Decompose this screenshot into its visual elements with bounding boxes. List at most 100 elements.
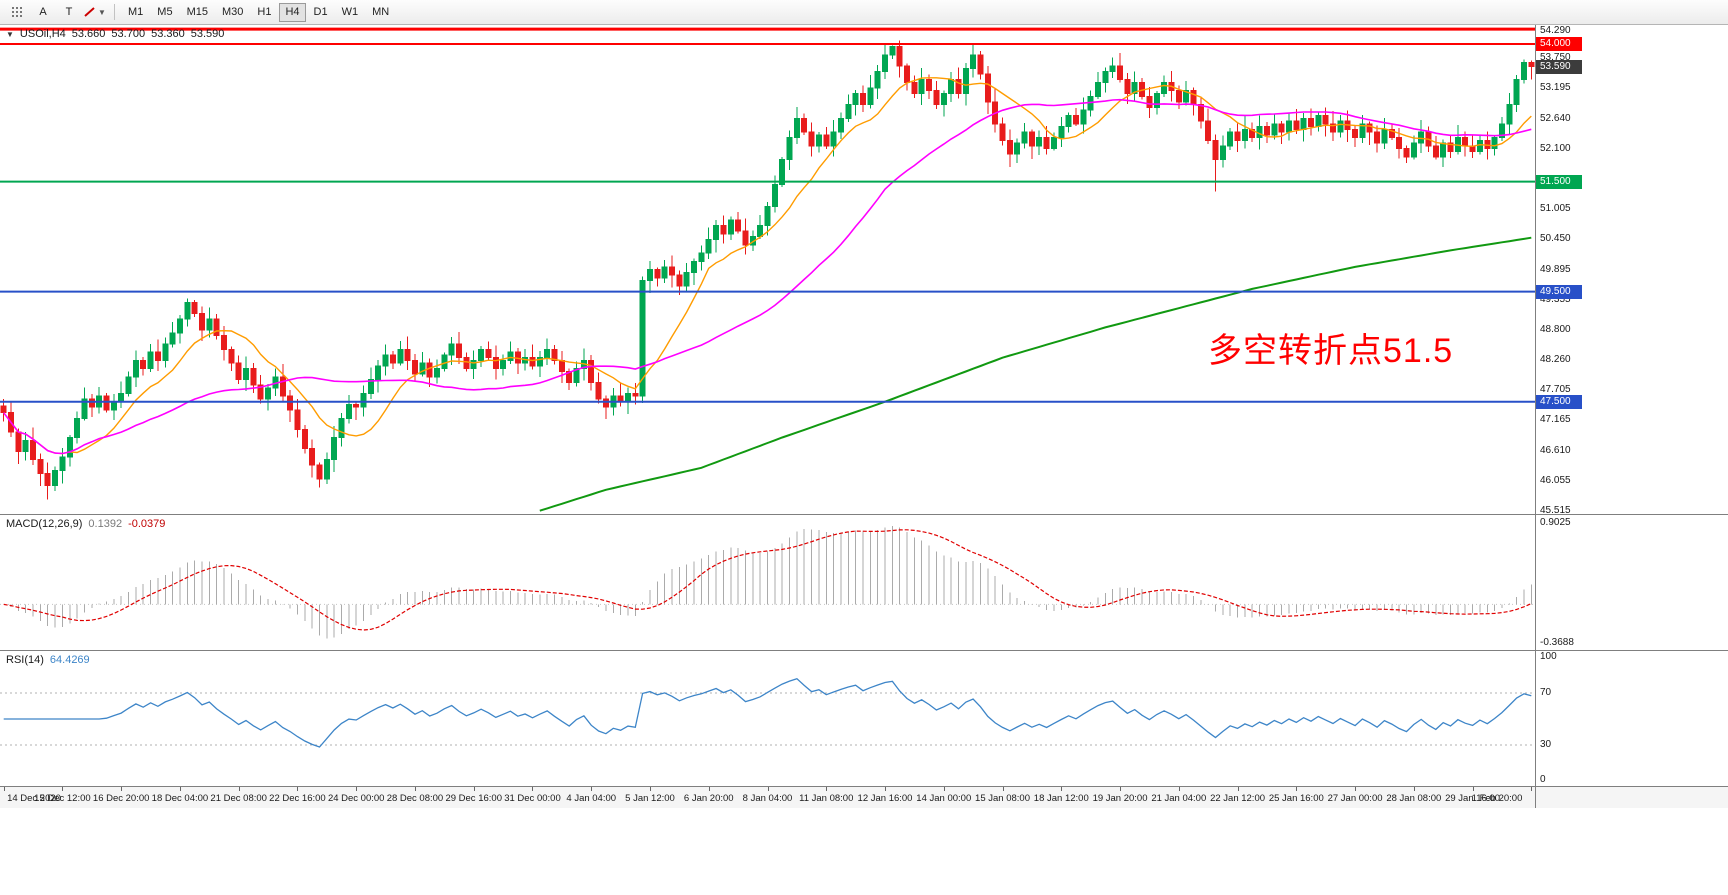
time-label: 16 Dec 20:00 (92, 793, 150, 804)
time-tick (885, 787, 886, 791)
time-tick (473, 787, 475, 791)
time-label: 28 Dec 08:00 (386, 793, 444, 804)
main-chart-panel: ▼ USOil,H4 53.660 53.700 53.360 53.590 多… (0, 25, 1728, 514)
main-chart-plot (0, 27, 1535, 512)
time-tick (3, 787, 5, 791)
time-label: 21 Dec 08:00 (210, 793, 267, 804)
time-tick (1120, 787, 1122, 791)
time-tick (532, 787, 534, 791)
time-tick (1178, 787, 1180, 791)
price-tick: 52.640 (1540, 112, 1571, 124)
time-label: 27 Jan 00:00 (1327, 793, 1383, 804)
timeframe-button-h1[interactable]: H1 (257, 5, 272, 18)
macd-scale-top: 0.9025 (1540, 517, 1571, 528)
time-label: 24 Dec 00:00 (327, 793, 385, 804)
price-tick: 47.705 (1540, 384, 1571, 396)
price-tick: 47.165 (1540, 414, 1571, 426)
rsi-tick: 30 (1540, 739, 1552, 750)
timeframe-button-m30[interactable]: M30 (221, 5, 244, 18)
time-tick (591, 787, 593, 791)
time-tick (414, 787, 416, 791)
price-badge-51.500: 51.500 (1536, 174, 1582, 189)
time-tick (1061, 787, 1063, 791)
time-label: 4 Jan 04:00 (566, 793, 617, 804)
macd-main-value: 0.1392 (88, 518, 123, 530)
grid-icon-glyph (11, 6, 22, 17)
timeframe-button-h4[interactable]: H4 (279, 2, 306, 22)
time-tick (649, 787, 651, 791)
time-label: 21 Jan 04:00 (1151, 793, 1207, 804)
time-tick (1002, 787, 1004, 791)
symbol-dropdown-icon[interactable]: ▼ (6, 29, 14, 39)
candles-layer (0, 40, 1535, 500)
rsi-panel: RSI(14) 64.4269 100 70 30 0 (0, 650, 1728, 786)
time-tick (1296, 787, 1298, 791)
timeframe-button-w1[interactable]: W1 (341, 5, 359, 18)
price-tick: 45.515 (1540, 505, 1571, 514)
chart-legend: ▼ USOil,H4 53.660 53.700 53.360 53.590 (6, 28, 224, 40)
time-label: 11 Jan 08:00 (799, 793, 854, 804)
timeframe-button-d1[interactable]: D1 (313, 5, 328, 18)
price-tick: 48.800 (1540, 324, 1571, 336)
chevron-down-icon: ▼ (98, 7, 106, 17)
price-tick: 54.290 (1540, 25, 1571, 36)
toolbar-button-t[interactable]: T (65, 5, 73, 18)
time-label: 29 Jan 16:00 (1445, 793, 1501, 804)
rsi-tick: 70 (1540, 687, 1552, 698)
time-label: 12 Jan 16:00 (857, 793, 913, 804)
price-tick: 46.055 (1540, 475, 1571, 487)
time-tick (826, 787, 828, 791)
time-label: 19 Jan 20:00 (1092, 793, 1148, 804)
line-style-dropdown[interactable]: ▼ (83, 2, 107, 22)
ma-medium-line (3, 98, 1532, 455)
price-tick: 53.750 (1540, 51, 1571, 63)
toolbar-button-a[interactable]: A (39, 5, 47, 18)
price-badge-47.500: 47.500 (1536, 394, 1582, 409)
timeframe-button-m5[interactable]: M5 (157, 5, 173, 18)
price-badge-54.000: 54.000 (1536, 36, 1582, 51)
time-tick (708, 787, 710, 791)
time-tick (238, 787, 240, 791)
timeframe-button-m1[interactable]: M1 (128, 5, 144, 18)
time-label: 5 Jan 12:00 (625, 793, 675, 804)
grid-icon[interactable] (5, 2, 29, 22)
time-label: 18 Dec 04:00 (151, 793, 209, 804)
price-tick: 48.260 (1540, 353, 1571, 365)
quote-high: 53.700 (111, 28, 146, 40)
time-label: 8 Jan 04:00 (742, 793, 793, 804)
timeframe-button-mn[interactable]: MN (372, 5, 390, 18)
rsi-name: RSI(14) (6, 654, 44, 666)
time-tick (121, 787, 123, 791)
time-tick (943, 787, 945, 791)
macd-name: MACD(12,26,9) (6, 518, 83, 530)
time-tick (1413, 787, 1415, 791)
time-tick (62, 787, 64, 791)
time-axis[interactable]: 14 Dec 2020 15 Dec 12:00 16 Dec 20:00 18 De… (0, 786, 1728, 808)
price-axis[interactable]: 54.000 51.500 49.500 47.500 53.590 54.290 53.7… (1535, 25, 1728, 514)
time-label: 15 Jan 08:00 (975, 793, 1030, 804)
timeframe-group: M1 M5 M15 M30 H1 H4 D1 W1 MN (121, 2, 396, 22)
bottom-empty-area (0, 808, 1728, 895)
rsi-line (3, 677, 1532, 748)
time-label: 22 Jan 12:00 (1210, 793, 1266, 804)
rsi-tick: 0 (1540, 774, 1546, 785)
annotation-text[interactable]: 多空转折点51.5 (1208, 332, 1454, 370)
timeframe-button-m15[interactable]: M15 (186, 5, 208, 18)
rsi-axis[interactable]: 100 70 30 0 (1535, 651, 1728, 786)
rsi-legend: RSI(14) 64.4269 (6, 654, 90, 666)
time-tick (1237, 787, 1239, 791)
macd-signal-value: -0.0379 (128, 518, 166, 530)
time-label: 22 Dec 16:00 (269, 793, 326, 804)
macd-axis[interactable]: 0.9025 -0.3688 (1535, 515, 1728, 650)
macd-scale-bottom: -0.3688 (1540, 637, 1574, 648)
macd-plot (0, 525, 1535, 639)
time-label: 18 Jan 12:00 (1033, 793, 1089, 804)
macd-histogram (10, 525, 1532, 639)
time-label: 1 Feb 20:00 (1471, 793, 1523, 804)
price-tick: 49.895 (1540, 263, 1571, 275)
time-label: 14 Jan 00:00 (916, 793, 972, 804)
price-tick: 49.355 (1540, 293, 1571, 305)
